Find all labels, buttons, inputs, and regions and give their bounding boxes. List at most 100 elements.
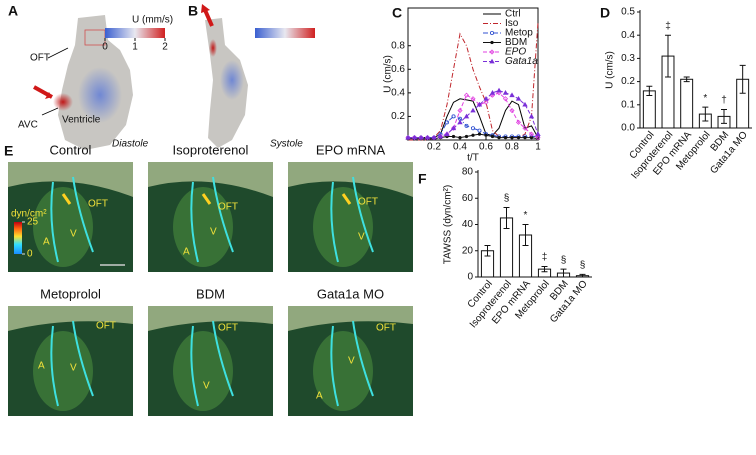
bar: [680, 78, 694, 129]
point: [463, 113, 470, 119]
point: [437, 133, 444, 139]
top-glow: [148, 306, 273, 331]
oft-label: OFT: [30, 53, 50, 64]
image-title: EPO mRNA: [316, 142, 386, 157]
point: [490, 134, 495, 139]
y-axis-label: U (cm/s): [605, 51, 616, 89]
point: [444, 131, 450, 137]
panel-label: A: [8, 3, 18, 19]
error-bar: [646, 85, 653, 97]
region-label: A: [316, 391, 323, 402]
legend-label: Iso: [505, 18, 519, 29]
image-title: Metoprolol: [40, 286, 101, 301]
point: [523, 136, 527, 140]
point: [502, 96, 509, 102]
x-axis-label: t/T: [467, 153, 479, 164]
oft-high-stress: [341, 193, 352, 205]
y-tick-label: 0.4: [621, 30, 635, 41]
point: [450, 125, 457, 131]
y-tick-label: 0.2: [621, 76, 635, 87]
region-label: A: [43, 237, 50, 248]
point: [405, 135, 411, 141]
point: [516, 136, 521, 140]
region-label: OFT: [218, 202, 238, 213]
panel-label: F: [418, 171, 427, 187]
y-tick-label: 0.4: [391, 87, 405, 98]
region-label: OFT: [88, 199, 108, 210]
y-axis-label: U (cm/s): [383, 55, 394, 93]
point: [489, 90, 496, 95]
y-tick-label: 0.3: [621, 53, 635, 64]
point: [529, 136, 534, 140]
wall-left: [190, 325, 199, 407]
point: [535, 135, 541, 141]
oft-high-stress: [61, 193, 72, 205]
y-tick-label: 0: [467, 272, 473, 283]
y-tick-label: 40: [462, 219, 474, 230]
region-label: V: [210, 227, 217, 238]
annotation: *: [524, 210, 528, 221]
error-bar: [739, 64, 746, 94]
x-tick-label: 1: [535, 142, 541, 153]
point: [509, 107, 515, 114]
wall-right: [72, 320, 94, 397]
image-title: BDM: [196, 286, 225, 301]
point: [489, 30, 494, 35]
panel-b-image: [201, 4, 315, 148]
y-tick-label: 0.6: [391, 64, 405, 75]
error-bar: [522, 224, 529, 246]
error-bar: [579, 273, 586, 278]
y-tick-label: 60: [462, 193, 474, 204]
point: [444, 131, 450, 137]
image-title: Isoproterenol: [173, 142, 249, 157]
annotation: *: [703, 93, 707, 104]
error-bar: [702, 106, 709, 122]
panel-label: E: [4, 143, 13, 159]
x-tick-label: 0.6: [479, 142, 493, 153]
point: [411, 134, 418, 140]
annotation: §: [561, 255, 567, 266]
annotation: §: [504, 193, 510, 204]
region-label: V: [70, 229, 77, 240]
wall-right: [72, 176, 94, 253]
wall-left: [190, 181, 199, 263]
colorbar-e: [14, 222, 22, 254]
y-tick-label: 20: [462, 245, 474, 256]
error-bar: [560, 268, 567, 278]
y-tick-label: 0.8: [391, 40, 405, 51]
colorbar-title: U (mm/s): [132, 15, 173, 26]
point: [411, 135, 418, 141]
colorbar-tick-label: 25: [27, 217, 39, 228]
wall-right: [352, 176, 374, 253]
colorbar-tick-label: 0: [102, 42, 108, 53]
phase-label: Systole: [270, 139, 303, 150]
point: [535, 131, 541, 137]
x-tick-label: 0.8: [505, 142, 519, 153]
error-bar: [721, 108, 727, 124]
point: [405, 134, 411, 140]
point: [457, 119, 463, 125]
panel-label: B: [188, 3, 198, 19]
point: [451, 134, 456, 139]
y-axis-label: TAWSS (dyn/cm²): [443, 185, 454, 264]
point: [418, 134, 424, 140]
y-tick-label: 0.0: [621, 123, 635, 134]
annotation: ‡: [665, 21, 671, 32]
point: [483, 95, 489, 101]
point: [424, 135, 431, 141]
point: [464, 123, 469, 128]
wall-right: [212, 320, 234, 397]
wall-left: [50, 325, 59, 407]
point: [444, 120, 449, 125]
panel-a-image: [33, 15, 133, 150]
point: [484, 133, 488, 137]
wall-right: [212, 176, 234, 253]
oft-high-stress: [201, 193, 212, 205]
point: [483, 99, 489, 105]
top-glow: [288, 306, 413, 331]
region-label: OFT: [376, 323, 396, 334]
top-glow: [148, 162, 273, 197]
wall-left: [50, 181, 59, 263]
region-label: OFT: [218, 323, 238, 334]
